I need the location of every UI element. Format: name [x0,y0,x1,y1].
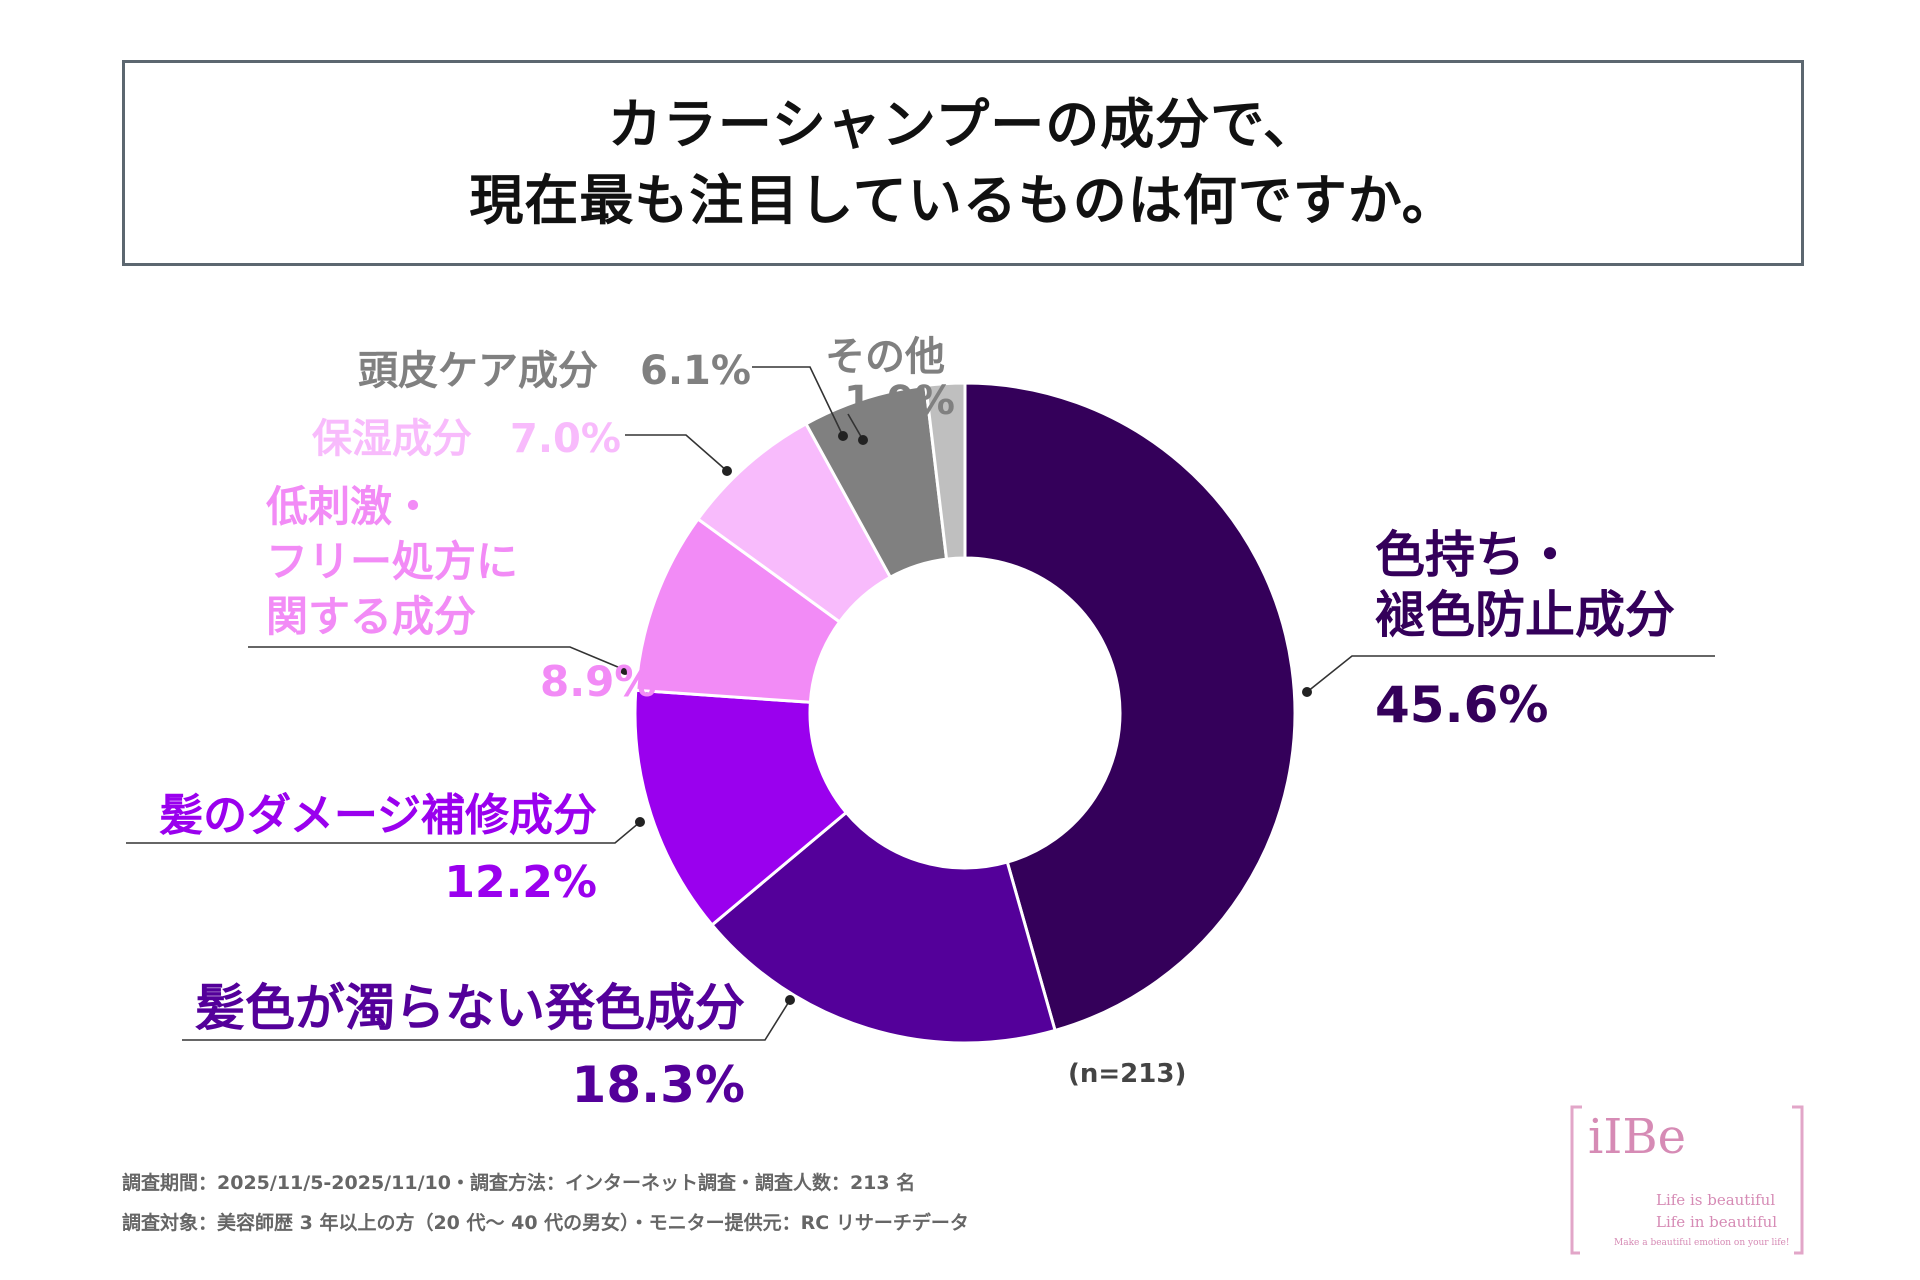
title-line-2: 現在最も注目しているものは何ですか。 [469,169,1457,232]
slice-label-3-1: フリー処方に [266,537,518,586]
slice-value-3: 8.9% [540,657,656,706]
leader-dot-1 [785,995,795,1005]
slice-label-3-0: 低刺激・ [266,482,434,531]
footer-survey-target: 調査対象：美容師歴 3 年以上の方（20 代～ 40 代の男女）・モニター提供元… [122,1212,969,1234]
slice-label-2-0: 髪のダメージ補修成分 [159,790,597,841]
slice-label-1-0: 髪色が濁らない発色成分 [195,979,745,1037]
leader-dot-4 [722,466,732,476]
title-box: カラーシャンプーの成分で、 現在最も注目しているものは何ですか。 [122,60,1804,266]
leader-line-5 [752,366,844,437]
leader-dot-2 [635,817,645,827]
leader-dot-6 [858,435,868,445]
slice-value-0: 45.6% [1375,676,1548,734]
slice-label-3-2: 関する成分 [266,592,476,641]
title-line-1: カラーシャンプーの成分で、 [607,93,1319,156]
slice-2 [633,688,849,928]
leader-line-6 [847,413,864,441]
slice-0 [963,381,1297,1033]
leader-dot-5 [838,431,848,441]
slice-value-4: 7.0% [510,416,621,462]
logo-tagline-2: Life in beautiful [1656,1213,1778,1231]
leader-line-1 [182,999,791,1041]
logo-frame [1570,1105,1804,1255]
leader-line-3 [248,646,626,671]
slice-value-1: 18.3% [572,1056,745,1114]
slice-value-6: 1.9% [844,378,955,424]
leader-line-0 [1306,655,1715,693]
slice-label-4-0: 保湿成分 [312,416,472,462]
sample-size: (n=213) [1068,1059,1186,1089]
leader-dot-3 [620,665,630,675]
slice-value-2: 12.2% [444,857,597,908]
slice-6 [924,381,967,561]
slice-value-5: 6.1% [640,348,751,394]
logo-tagline-3: Make a beautiful emotion on your life! [1614,1238,1790,1248]
footer-survey-info: 調査期間：2025/11/5-2025/11/10・調査方法：インターネット調査… [122,1172,916,1194]
slice-label-0-1: 褪色防止成分 [1375,586,1675,644]
logo-tagline-1: Life is beautiful [1656,1191,1776,1209]
leader-line-4 [625,434,728,472]
brand-logo: iIBe Life is beautiful Life in beautiful… [1570,1105,1810,1255]
leader-dot-0 [1302,687,1312,697]
leader-line-2 [126,821,641,844]
slice-1 [709,810,1057,1045]
slice-label-6-0: その他 [825,334,945,380]
slice-label-5-0: 頭皮ケア成分 [358,348,598,394]
slice-label-0-0: 色持ち・ [1375,526,1575,584]
logo-brand: iIBe [1588,1109,1686,1165]
